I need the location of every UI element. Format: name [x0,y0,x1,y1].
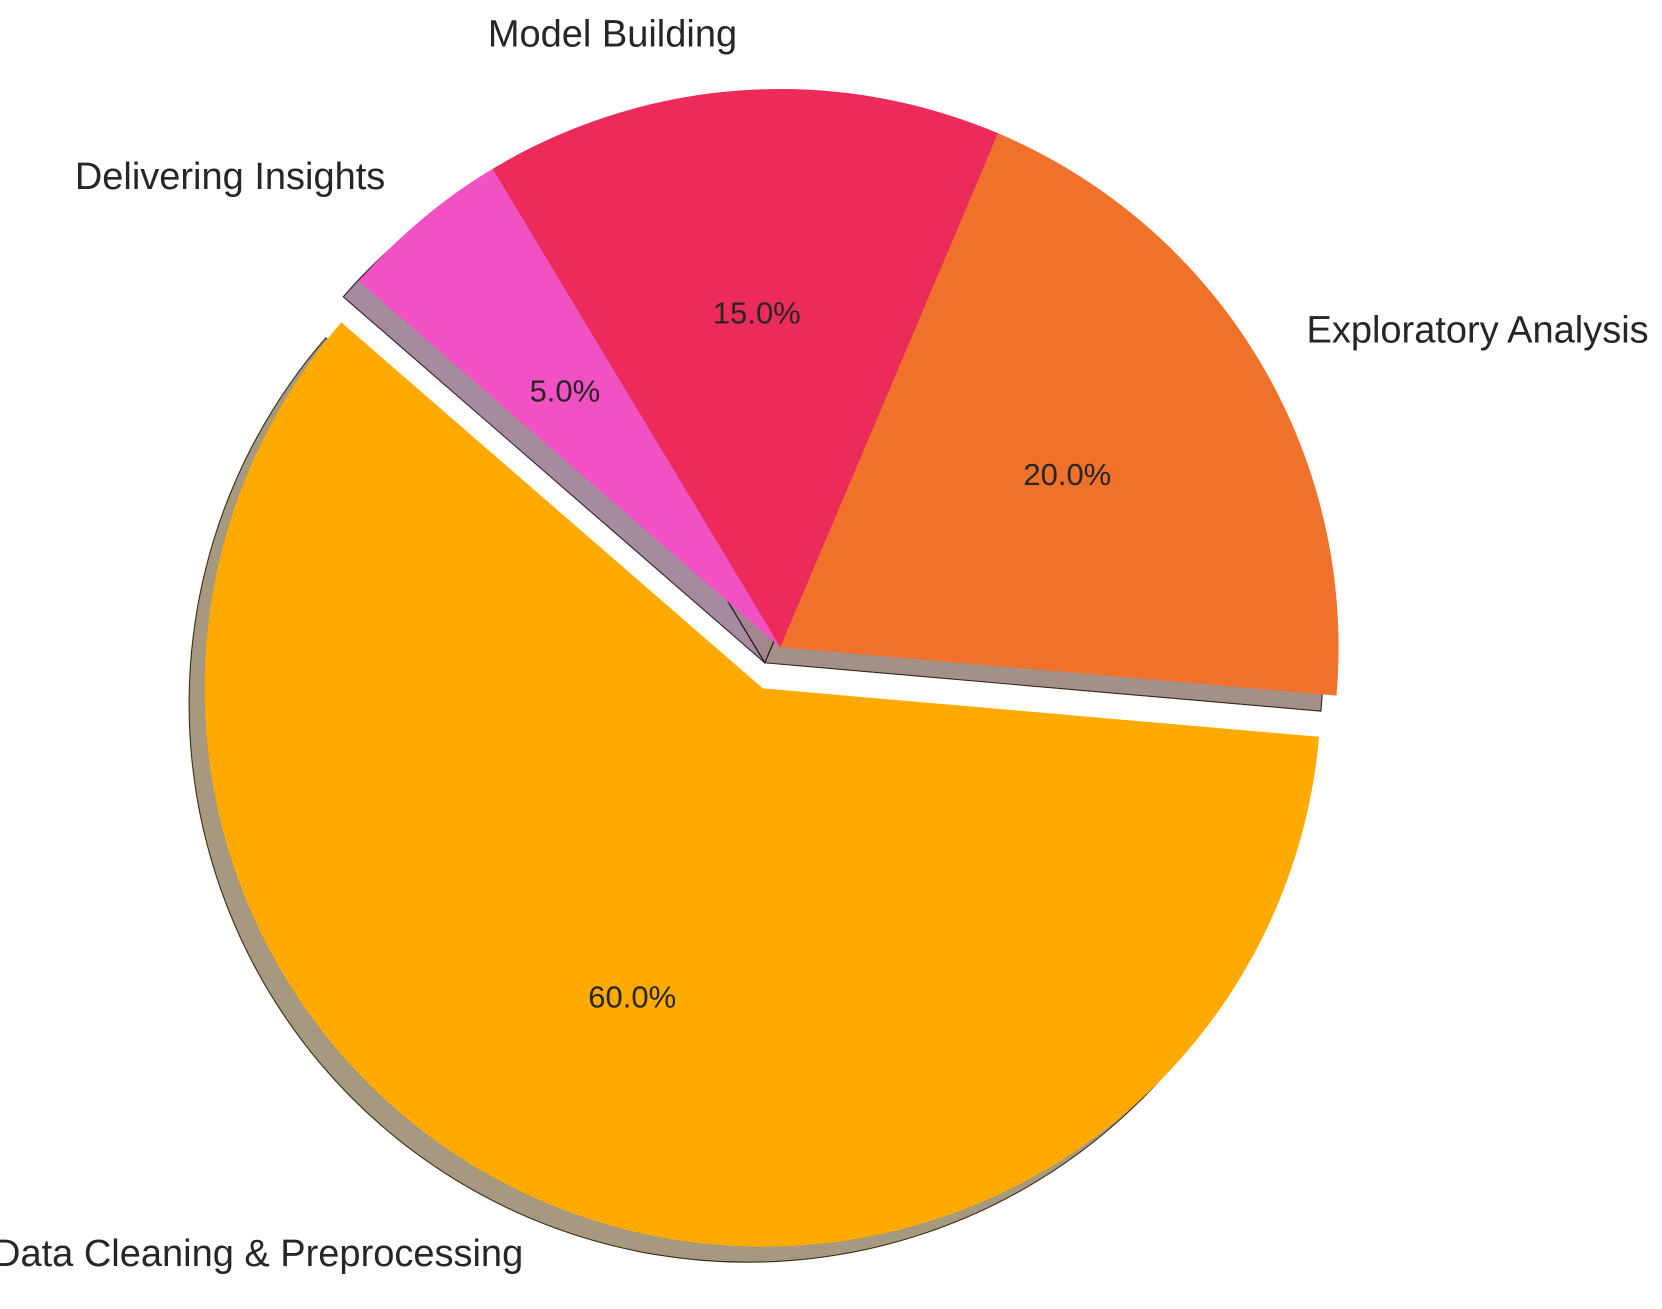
svg-text:Model Building: Model Building [488,14,737,56]
svg-text:Data Cleaning & Preprocessing: Data Cleaning & Preprocessing [0,1233,523,1275]
svg-text:Exploratory Analysis: Exploratory Analysis [1307,310,1649,352]
svg-text:15.0%: 15.0% [713,296,801,331]
svg-text:20.0%: 20.0% [1023,457,1111,492]
svg-text:5.0%: 5.0% [530,373,601,408]
svg-text:Delivering Insights: Delivering Insights [75,156,385,198]
svg-text:60.0%: 60.0% [588,979,676,1014]
